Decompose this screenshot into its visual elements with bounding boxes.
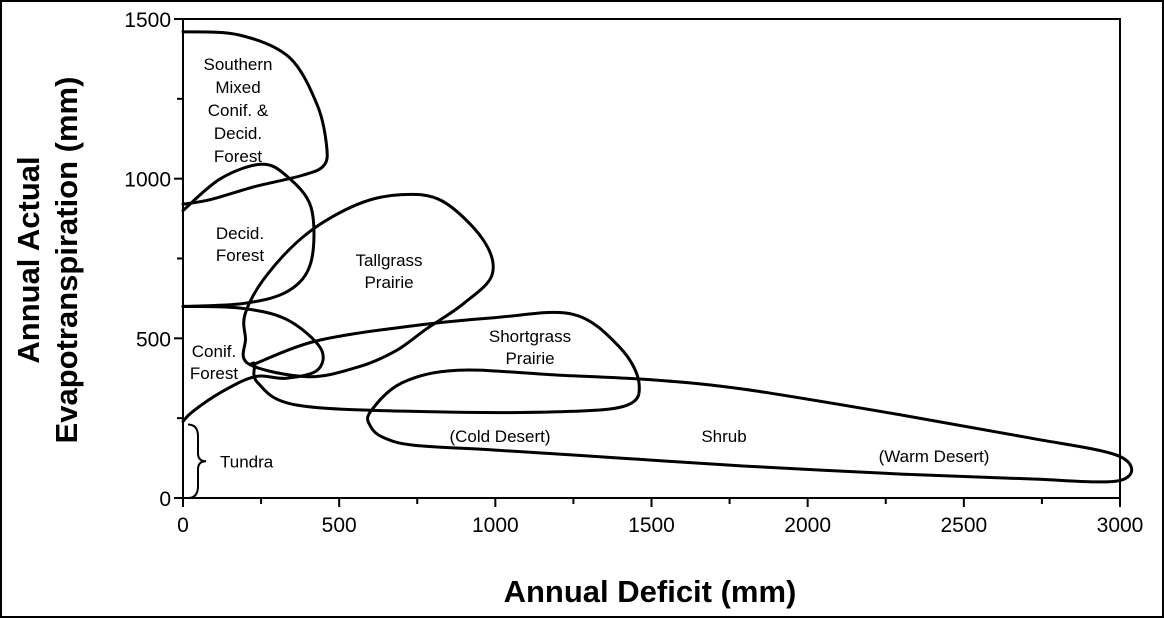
tundra-bracket: Tundra <box>187 423 274 499</box>
decid-forest-label: Decid. Forest <box>216 224 264 265</box>
southern-mixed-label: Southern Mixed Conif. & Decid. Forest <box>204 55 273 166</box>
cold-desert-label: (Cold Desert) <box>449 427 550 446</box>
shrub-outline <box>366 368 1134 484</box>
x-tick-label: 0 <box>177 514 189 537</box>
y-axis-title-line-2: Evapotranspiration (mm) <box>49 77 84 444</box>
shortgrass-label-line: Shortgrass <box>489 327 571 346</box>
decid-forest-label-line: Forest <box>216 246 264 265</box>
region-labels: Southern Mixed Conif. & Decid. Forest Decid. F… <box>190 55 990 466</box>
x-ticks: 0 500 1000 1500 2000 2500 3000 <box>177 498 1143 537</box>
southern-mixed-label-line: Mixed <box>215 78 260 97</box>
shortgrass-label: Shortgrass Prairie <box>489 327 571 368</box>
plot-area <box>182 18 1121 499</box>
southern-mixed-label-line: Forest <box>214 147 262 166</box>
x-tick-label: 1500 <box>628 514 675 537</box>
shortgrass-outline <box>248 310 641 415</box>
southern-mixed-outline <box>181 30 329 206</box>
tallgrass-label-line: Prairie <box>364 273 413 292</box>
y-tick-label: 500 <box>136 328 171 351</box>
y-axis-title-line-1: Annual Actual <box>11 156 46 363</box>
y-tick-label: 1000 <box>124 169 171 192</box>
shrub-label-line: Shrub <box>701 427 746 446</box>
conif-forest-label-line: Forest <box>190 364 238 383</box>
y-ticks: 0 500 1000 1500 <box>124 9 183 511</box>
southern-mixed-label-line: Conif. & <box>208 101 269 120</box>
tallgrass-label: Tallgrass Prairie <box>355 251 422 292</box>
tundra-label: Tundra <box>220 452 274 471</box>
tundra-brace <box>187 423 207 499</box>
conif-forest-label: Conif. Forest <box>190 342 238 383</box>
southern-mixed-label-line: Southern <box>204 55 273 74</box>
decid-forest-outline <box>181 162 316 308</box>
conif-forest-outline <box>181 304 325 423</box>
southern-mixed-label-line: Decid. <box>214 124 262 143</box>
x-tick-label: 3000 <box>1097 514 1144 537</box>
x-tick-label: 500 <box>322 514 357 537</box>
conif-forest-label-line: Conif. <box>192 342 236 361</box>
decid-forest-label-line: Decid. <box>216 224 264 243</box>
tallgrass-outline <box>241 192 495 379</box>
x-tick-label: 2000 <box>784 514 831 537</box>
y-tick-label: 0 <box>159 488 171 511</box>
shrub-label: Shrub <box>701 427 746 446</box>
x-tick-label: 1000 <box>472 514 519 537</box>
regions <box>181 30 1134 484</box>
x-tick-label: 2500 <box>940 514 987 537</box>
y-tick-label: 1500 <box>124 9 171 32</box>
tallgrass-label-line: Tallgrass <box>355 251 422 270</box>
warm-desert-label: (Warm Desert) <box>879 447 990 466</box>
shortgrass-label-line: Prairie <box>505 349 554 368</box>
x-axis-title: Annual Deficit (mm) <box>504 574 797 609</box>
